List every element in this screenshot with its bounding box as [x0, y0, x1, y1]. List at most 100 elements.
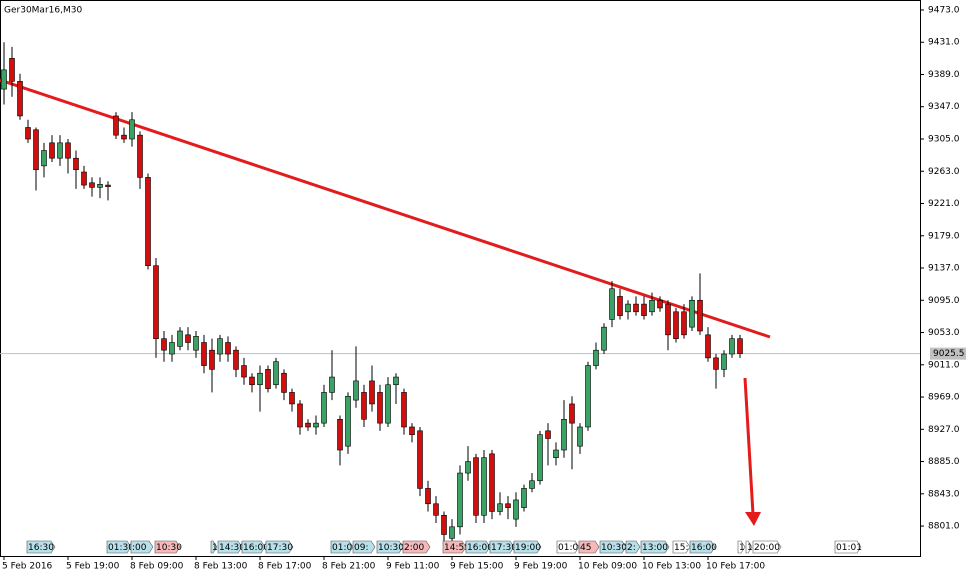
candle-body: [577, 426, 583, 447]
y-tick-label: 9053.0: [928, 328, 960, 338]
candle-body: [505, 503, 511, 508]
candle-body: [1, 69, 7, 90]
event-label: 17:30: [491, 543, 517, 553]
x-tick-label: 8 Feb 17:00: [258, 562, 312, 572]
event-label: 1: [212, 543, 218, 553]
y-tick-label: 9389.0: [928, 70, 960, 80]
candle-body: [497, 503, 503, 512]
candle-body: [121, 134, 127, 140]
candle-body: [113, 115, 119, 136]
candle-body: [89, 182, 95, 188]
candle-body: [393, 376, 399, 386]
candle-body: [41, 150, 47, 167]
event-tag: [556, 540, 580, 554]
candle-body: [609, 288, 615, 320]
x-tick-label: 10 Feb 17:00: [706, 562, 765, 572]
event-label: 2:00: [404, 543, 424, 553]
event-tag: [442, 540, 467, 554]
candle-body: [425, 488, 431, 505]
candle-body: [417, 430, 423, 489]
current-price-label: 9025.5: [933, 349, 965, 359]
candle-body: [249, 376, 255, 386]
candle-body: [585, 365, 591, 428]
candle-body: [433, 503, 439, 516]
candle-body: [9, 58, 15, 82]
x-tick-label: 9 Feb 11:00: [386, 562, 440, 572]
candle-body: [737, 338, 743, 354]
event-tag: [465, 540, 491, 554]
x-tick-label: 8 Feb 13:00: [194, 562, 248, 572]
y-tick-label: 9011.0: [928, 360, 960, 370]
candle-body: [241, 365, 247, 378]
candle-body: [625, 303, 631, 313]
candle-body: [161, 338, 167, 351]
candle-body: [409, 426, 415, 435]
arrow-head: [745, 512, 761, 526]
candle-body: [681, 311, 687, 336]
event-label: 10:30: [601, 543, 627, 553]
event-label: 16:30: [28, 543, 54, 553]
candle-body: [217, 338, 223, 355]
candle-body: [721, 353, 727, 370]
event-tag: [745, 540, 753, 554]
candle-body: [465, 461, 471, 474]
candle-body: [481, 457, 487, 516]
candle-body: [353, 380, 359, 401]
candle-body: [177, 330, 183, 347]
candle-body: [569, 403, 575, 424]
event-tag: [578, 540, 600, 554]
event-label: :00: [132, 543, 147, 553]
event-tag: [513, 540, 542, 554]
chart-title: Ger30Mar16,M30: [4, 6, 82, 16]
event-tag: [154, 540, 181, 554]
event-tag: [330, 540, 354, 554]
candle-body: [137, 134, 143, 178]
y-tick-label: 9431.0: [928, 38, 960, 48]
event-label: 01:00: [558, 543, 584, 553]
event-label: 16:00: [691, 543, 717, 553]
x-tick-label: 10 Feb 13:00: [642, 562, 701, 572]
candle-body: [537, 434, 543, 482]
event-tag: [130, 540, 154, 554]
candle-body: [289, 392, 295, 405]
candle-body: [233, 349, 239, 370]
candle-body: [529, 480, 535, 489]
candle-body: [617, 296, 623, 316]
event-label: 01:01: [332, 543, 358, 553]
candle-body: [697, 299, 703, 332]
candle-body: [369, 380, 375, 405]
y-tick-label: 8843.0: [928, 489, 960, 499]
event-label: 19:00: [515, 543, 541, 553]
event-label: 16:00: [243, 543, 269, 553]
candle-body: [25, 127, 31, 140]
candle-body: [513, 499, 519, 520]
y-tick-label: 9221.0: [928, 199, 960, 209]
event-label: 15:: [674, 543, 688, 553]
candle-body: [665, 303, 671, 336]
y-tick-label: 9263.0: [928, 167, 960, 177]
arrow-shaft: [743, 377, 755, 515]
candle-body: [49, 142, 55, 159]
event-tag: [737, 540, 746, 554]
candle-body: [545, 430, 551, 439]
event-tag: [376, 540, 404, 554]
event-label: 14:55: [444, 543, 470, 553]
candle-body: [361, 392, 367, 420]
event-label: 17:30: [267, 543, 293, 553]
candle-body: [17, 81, 23, 117]
event-tag: [402, 540, 431, 554]
candle-body: [441, 514, 447, 535]
event-tag: [689, 540, 716, 554]
candle-body: [33, 129, 39, 171]
candle-body: [297, 403, 303, 428]
x-tick-label: 5 Feb 19:00: [66, 562, 120, 572]
candle-body: [145, 177, 151, 267]
event-tag: [26, 540, 56, 554]
candle-body: [561, 419, 567, 451]
candle-body: [473, 457, 479, 516]
event-label: 20:00: [754, 543, 780, 553]
candle-body: [313, 422, 319, 428]
candle-body: [193, 336, 199, 351]
x-tick-label: 8 Feb 21:00: [322, 562, 376, 572]
event-tag: [489, 540, 515, 554]
